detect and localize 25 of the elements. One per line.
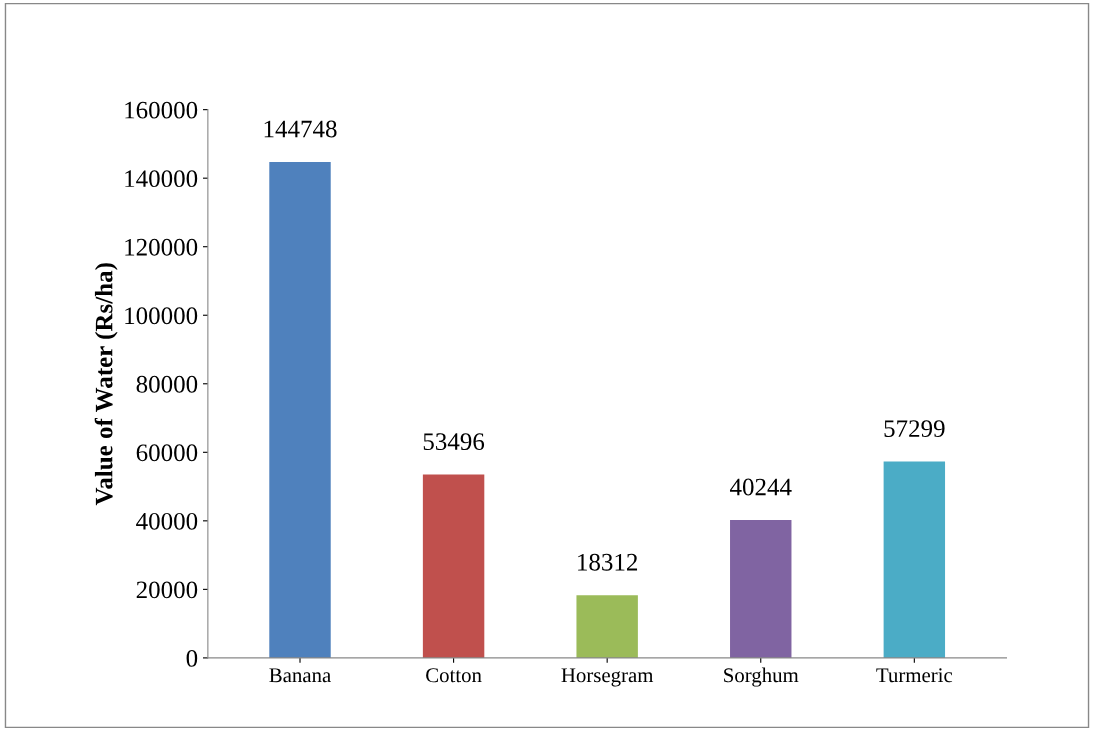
data-label: 18312 [578,553,638,571]
data-label: 144748 [264,120,337,138]
y-tick-label: 60000 [136,444,198,462]
bar [422,474,485,658]
x-tick-label: Banana [269,668,331,683]
data-label: 40244 [729,478,792,496]
y-tick-label: 120000 [125,238,198,256]
bar [883,461,946,658]
y-axis-title: Value of Water (Rs/ha) [94,263,118,506]
data-label: 57299 [884,420,945,438]
data-label: 53496 [423,433,485,451]
y-tick-label: 40000 [136,512,198,530]
y-tick-label: 0 [186,649,198,667]
y-tick-label: 140000 [125,170,198,188]
y-tick-label: 20000 [136,581,198,599]
y-tick-label: 100000 [125,307,198,325]
y-tick-label: 160000 [125,101,198,119]
x-tick-label: Turmeric [876,668,953,683]
x-tick-label: Cotton [426,668,482,683]
x-tick-label: Horsegram [561,668,654,687]
bar [576,595,638,658]
bar [269,161,331,658]
x-tick-label: Sorghum [724,667,799,687]
bar [730,520,792,658]
y-tick-label: 80000 [136,375,198,393]
